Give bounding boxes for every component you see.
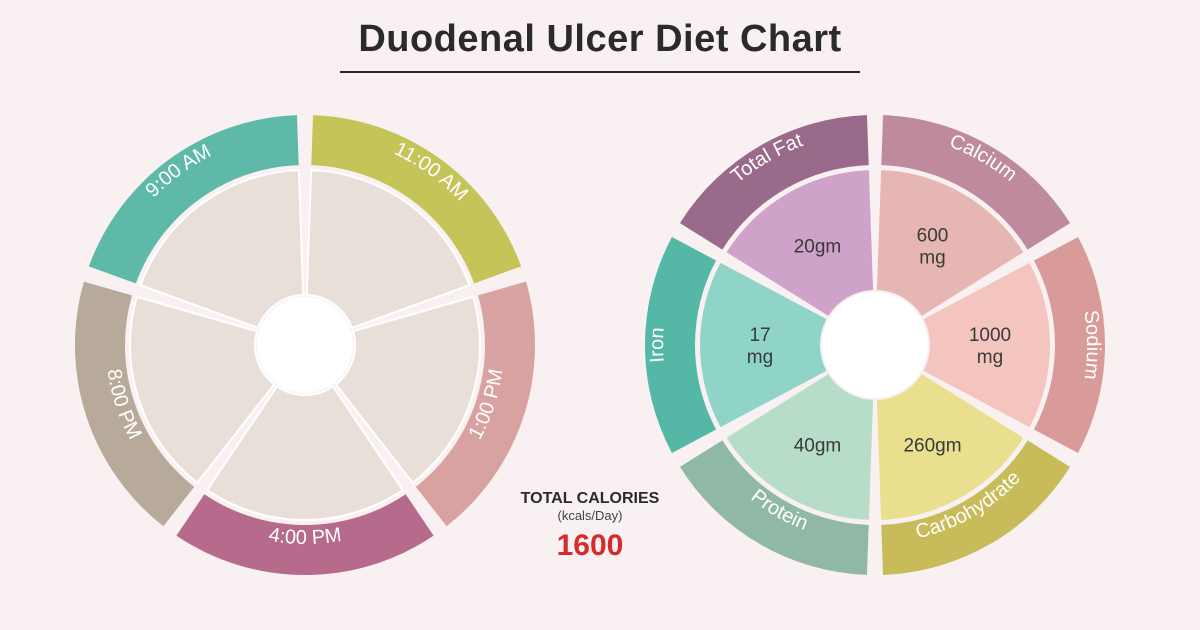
nutrient-value: 17: [749, 325, 770, 346]
nutrient-value: 40gm: [794, 436, 842, 457]
time-wheel: 9:00 AM11:00 AM1:00 PM4:00 PM8:00 PM: [70, 110, 540, 585]
title-underline: [340, 71, 860, 73]
page-title: Duodenal Ulcer Diet Chart: [0, 0, 1200, 61]
nutrient-value: 260gm: [903, 436, 961, 457]
nutrient-value-unit: mg: [919, 247, 945, 268]
calories-value: 1600: [505, 529, 675, 563]
nutrient-name: Sodium: [1079, 309, 1104, 381]
nutrient-value: 600: [917, 225, 949, 246]
calories-block: TOTAL CALORIES (kcals/Day) 1600: [505, 490, 675, 563]
calories-label: TOTAL CALORIES: [505, 490, 675, 508]
nutrient-value: 20gm: [794, 236, 842, 257]
nutrient-value: 1000: [969, 325, 1011, 346]
nutrient-name: Iron: [646, 327, 669, 364]
nutrient-value-unit: mg: [977, 347, 1003, 368]
nutrient-value-unit: mg: [747, 347, 773, 368]
calories-sublabel: (kcals/Day): [505, 508, 675, 523]
nutrient-wheel: Total Fat20gmCalcium600mgSodium1000mgCar…: [640, 110, 1110, 585]
